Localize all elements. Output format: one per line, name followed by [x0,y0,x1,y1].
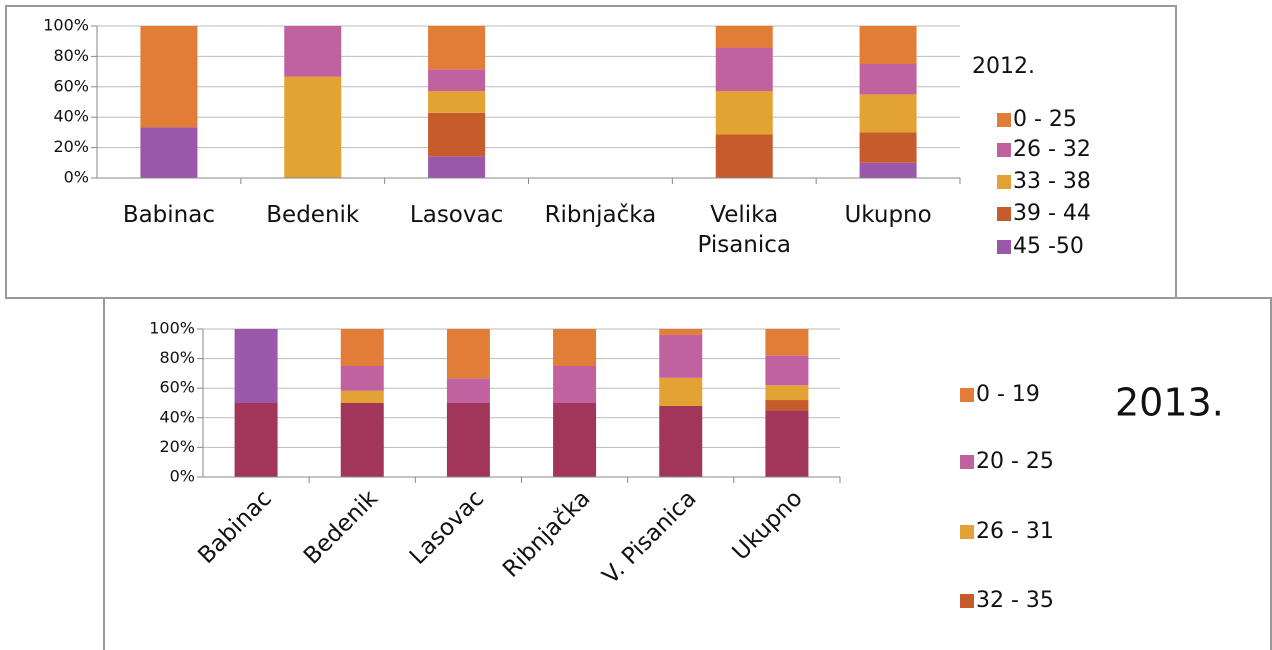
bar-segment [446,329,490,379]
bar-segment [765,400,809,411]
bar-segment [765,385,809,401]
bar-segment [446,378,490,403]
bar-segment [428,25,486,70]
y-tick-label: 100% [43,16,89,35]
chart-panel: 0% 20% 40% 60% 80% 100% 2012. 45 -50 39 - 44 33 -… [5,5,1177,299]
chart: 0% 20% 40% 60% 80% 100% 2012. 45 -50 39 - 44 33 -… [43,16,1091,260]
bar-segment [428,156,486,178]
bar-segment [659,377,703,406]
y-tick-label: 0% [64,168,89,187]
bar-segment [659,405,703,477]
bar-segment [140,127,198,178]
bar-segment [340,329,384,366]
bar-segment [340,403,384,477]
bar-segment [284,26,342,77]
bar-segment [553,366,597,403]
legend-label: 26 - 31 [976,519,1054,544]
legend-label: 45 -50 [1013,234,1084,259]
y-tick-label: 40% [53,107,89,126]
bar-segment [765,329,809,356]
x-tick-label: Babinac [193,485,277,569]
x-tick-label: Bedenik [299,485,384,570]
legend-label: 20 - 25 [976,449,1054,474]
bar-segment [428,112,486,157]
legend-swatch [960,388,974,402]
bar-segment [428,91,486,113]
bar-segment [715,134,773,178]
bar-segment [428,69,486,92]
x-tick-label: Ukupno [844,202,932,228]
bar-segment [715,91,773,135]
y-tick-label: 60% [159,378,195,397]
legend-label: 26 - 32 [1013,137,1091,162]
legend-swatch [997,175,1011,189]
bar-segment [659,329,703,335]
bar-segment [859,162,917,178]
bar-segment [859,132,917,163]
legend-swatch [997,240,1011,254]
x-tick-label: Bedenik [266,202,360,228]
bar-segment [234,403,278,477]
x-tick-label: Ukupno [728,485,808,565]
y-tick-label: 60% [53,76,89,95]
legend-title: 2013. [1115,381,1224,425]
x-tick-label: Ribnjačka [544,202,657,228]
legend-label: 32 - 35 [976,588,1054,613]
bar-segment [553,329,597,366]
bar-segment [765,410,809,477]
y-tick-label: 80% [53,46,89,65]
x-tick-label: Ribnjačka [498,485,595,582]
bar-segment [859,64,917,95]
y-tick-label: 100% [149,319,195,338]
bar-segment [340,366,384,391]
legend-label: 39 - 44 [1013,201,1091,226]
bar-segment [284,76,342,178]
x-tick-label: Lasovac [405,485,489,569]
bar-segment [234,329,278,403]
y-tick-label: 40% [159,407,195,426]
legend-label: 33 - 38 [1013,169,1091,194]
x-tick-label: Babinac [122,202,215,228]
bar-segment [659,334,703,378]
x-tick-label: Velika Pisanica [697,202,792,258]
legend-label: 0 - 25 [1013,107,1077,132]
bar-segment [715,47,773,92]
legend-swatch [960,594,974,608]
chart: 0% 20% 40% 60% 80% 100% Babinac Bedenik Lasovac R… [149,319,1224,614]
legend-swatch [960,525,974,539]
legend-swatch [997,143,1011,157]
x-tick-label: Lasovac [409,202,504,228]
bar-segment [765,355,809,386]
chart-panel: 0% 20% 40% 60% 80% 100% Babinac Bedenik Lasovac R… [103,297,1272,650]
bar-segment [859,94,917,133]
bar-segment [340,390,384,403]
y-tick-label: 80% [159,348,195,367]
y-tick-label: 0% [170,467,195,486]
y-tick-label: 20% [159,437,195,456]
legend-title: 2012. [972,54,1035,79]
bar-segment [715,25,773,48]
legend-label: 0 - 19 [976,382,1040,407]
bar-segment [553,403,597,477]
legend-swatch [960,455,974,469]
x-tick-label: V. Pisanica [598,485,702,589]
y-tick-label: 20% [53,137,89,156]
bar-segment [446,403,490,477]
bar-segment [859,26,917,64]
bar-segment [140,26,198,128]
legend-swatch [997,207,1011,221]
legend-swatch [997,113,1011,127]
